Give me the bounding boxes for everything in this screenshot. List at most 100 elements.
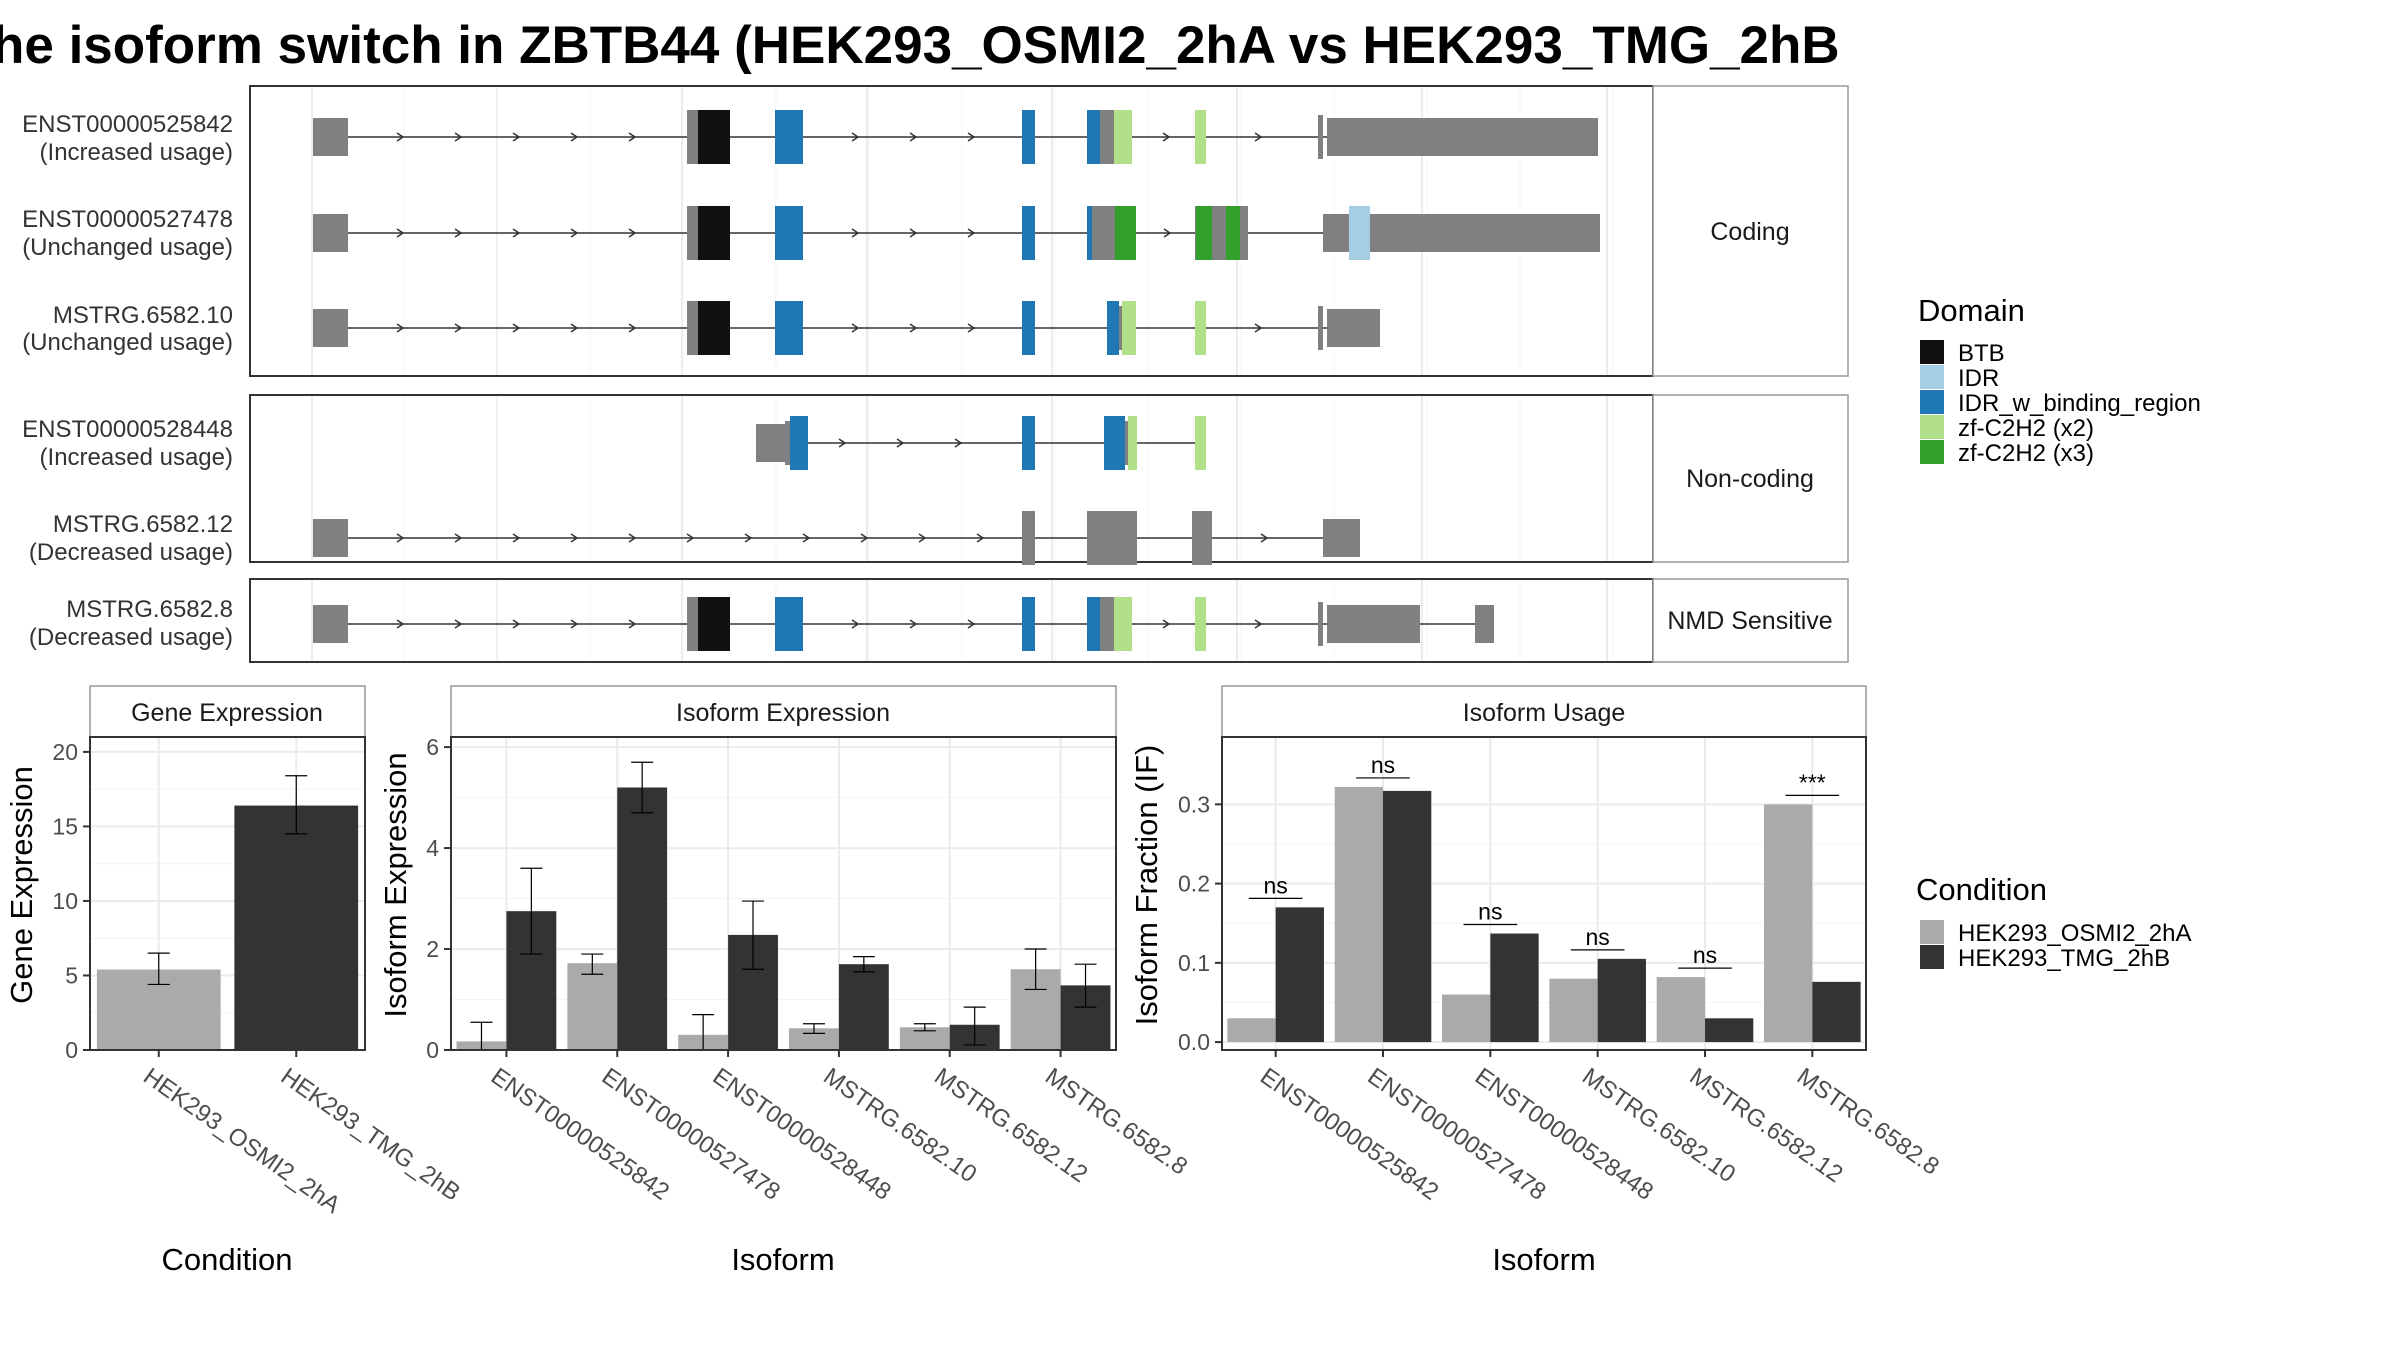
exon [313,309,348,347]
exon [756,424,785,462]
legend-key-btb [1920,340,1944,364]
domain-segment [1195,301,1206,355]
intron-arrow [909,228,918,238]
intron-arrow [628,533,637,543]
isoform-label-usage: (Decreased usage) [29,624,233,651]
strip-nmd [1652,578,1849,663]
isoform-label-usage: (Increased usage) [40,139,233,166]
legend-key-cond2 [1920,945,1944,969]
plot-area [451,737,1116,1050]
intron-arrow [454,132,463,142]
y-tick-label: 0.1 [1178,950,1210,976]
intron-arrow [860,533,869,543]
intron-arrow [570,323,579,333]
domain-segment [1022,110,1035,164]
intron-arrow [1163,228,1172,238]
intron-arrow [1162,619,1171,629]
x-tick-label: ENST00000527478 [1363,1063,1551,1206]
y-tick-label: 4 [426,835,439,861]
exon [313,214,348,252]
plot-border [89,736,366,1051]
domain-segment [1196,206,1212,260]
exon [687,301,698,355]
intron-arrow [1254,619,1263,629]
bar [1442,994,1491,1043]
intron-arrow [570,132,579,142]
domain-segment [1128,416,1137,470]
bar [1275,907,1324,1043]
intron-arrow [954,438,963,448]
gene-expression-strip [89,685,366,738]
strip-noncoding [1652,394,1849,563]
intron-arrow [967,228,976,238]
intron-arrow [512,323,521,333]
plot-border [1221,736,1867,1051]
y-tick-label: 15 [52,813,78,839]
bar [1812,981,1861,1043]
exon [1327,118,1598,156]
isoform-label-name: ENST00000528448 [22,416,233,443]
intron-arrow [1260,533,1269,543]
transcript-rows [313,110,1600,651]
exon [1327,309,1380,347]
intron-arrow [396,228,405,238]
intron-arrow [851,132,860,142]
bar [1383,790,1432,1043]
isoform-label-usage: (Increased usage) [40,444,233,471]
domain-segment [1195,416,1206,470]
intron-arrow [396,132,405,142]
y-tick-label: 2 [426,936,439,962]
domain-segment [790,416,808,470]
intron-arrow [1254,323,1263,333]
domain-segment [1114,597,1132,651]
isoform-label-name: ENST00000527478 [22,206,233,233]
transcript-structure [313,597,1494,651]
domain-segment [1104,416,1125,470]
exon [1100,110,1114,164]
gene-expression-xlabel: Condition [162,1242,293,1277]
exon [1318,306,1323,350]
exon [687,110,698,164]
domain-segment [1226,206,1240,260]
legend-label-btb: BTB [1958,340,2005,367]
domain-segment [775,206,803,260]
bar [1227,1018,1276,1043]
domain-segment [1087,110,1100,164]
intron-arrow [967,323,976,333]
strip-label-nmd: NMD Sensitive [1667,607,1832,635]
domain-segment [698,206,730,260]
isoform-label-name: MSTRG.6582.8 [66,596,233,623]
intron-arrow [851,228,860,238]
significance-label: ns [1478,899,1502,925]
domain-segment [1087,206,1092,260]
intron-arrow [454,323,463,333]
bar [838,964,889,1050]
exon [1370,214,1600,252]
isoform-label-usage: (Decreased usage) [29,539,233,566]
legend-label-cond2: HEK293_TMG_2hB [1958,945,2170,972]
transcript-structure [756,416,1206,470]
bar [1656,977,1705,1043]
significance-label: ns [1693,942,1717,968]
domain-segment [698,301,730,355]
isoform-label-name: MSTRG.6582.10 [53,302,233,329]
isoform-usage-chart: Isoform Usage ns ns ns ns ns *** 0.0 0.1 0.2 0.3 E… [1129,685,1944,1277]
bar [234,805,359,1050]
domain-segment [775,597,803,651]
bar [1764,804,1813,1043]
intron-arrow [744,533,753,543]
isoform-label-usage: (Unchanged usage) [22,234,233,261]
y-tick-label: 0 [426,1037,439,1063]
domain-segment [1202,110,1206,164]
intron-arrow [512,533,521,543]
domain-segment [1114,110,1132,164]
intron-arrow [967,132,976,142]
intron-arrow [628,132,637,142]
domain-legend-title: Domain [1918,293,2025,328]
intron-arrow [396,533,405,543]
domain-segment [1022,597,1035,651]
exon [1100,597,1114,651]
domain-segment [698,110,730,164]
exon [785,421,790,465]
